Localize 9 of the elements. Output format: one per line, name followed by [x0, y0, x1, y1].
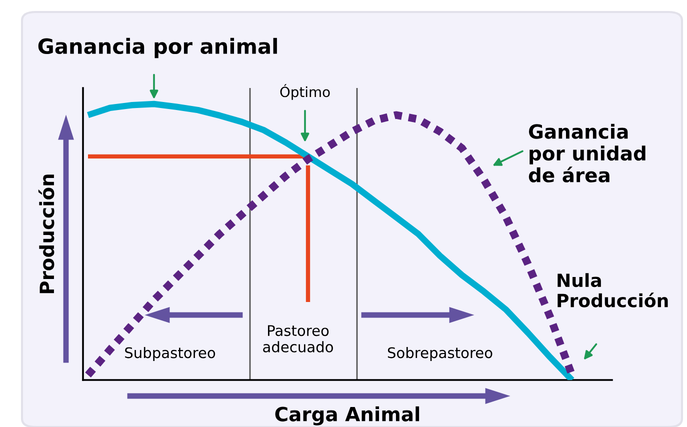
annotation: Nula Producción [558, 273, 668, 308]
text: Ganancia por animal [38, 38, 277, 58]
annotation: Ganancia por unidad de área [528, 124, 646, 182]
annotation: Pastoreo adecuado [263, 325, 333, 352]
y-axis-title: Producción [38, 174, 54, 294]
annotation: Sobrepastoreo [388, 346, 492, 362]
annotation: Subpastoreo [125, 346, 216, 362]
text: Óptimo [280, 84, 330, 100]
x-axis-title: Carga Animal [275, 406, 420, 426]
